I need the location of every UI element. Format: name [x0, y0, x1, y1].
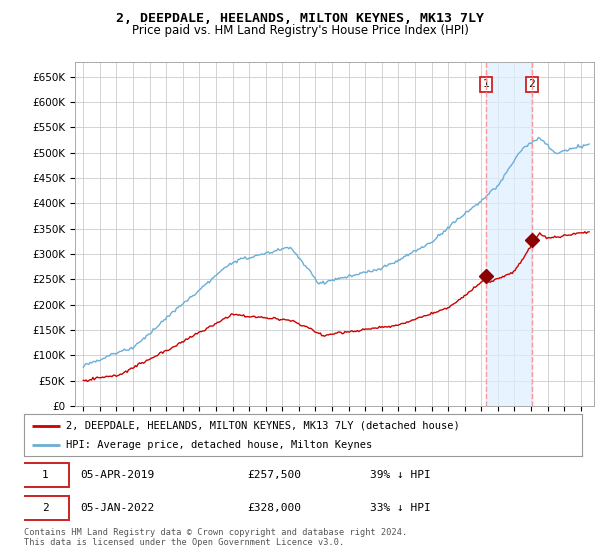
Bar — [486, 62, 532, 406]
Text: 05-APR-2019: 05-APR-2019 — [80, 470, 154, 479]
Text: Contains HM Land Registry data © Crown copyright and database right 2024.
This d: Contains HM Land Registry data © Crown c… — [24, 528, 407, 547]
Text: 33% ↓ HPI: 33% ↓ HPI — [370, 503, 431, 513]
Text: 2: 2 — [42, 503, 49, 513]
FancyBboxPatch shape — [21, 463, 68, 487]
Text: HPI: Average price, detached house, Milton Keynes: HPI: Average price, detached house, Milt… — [66, 440, 372, 450]
Text: 1: 1 — [42, 470, 49, 479]
Text: Price paid vs. HM Land Registry's House Price Index (HPI): Price paid vs. HM Land Registry's House … — [131, 24, 469, 37]
Text: £328,000: £328,000 — [247, 503, 301, 513]
Text: 2, DEEPDALE, HEELANDS, MILTON KEYNES, MK13 7LY: 2, DEEPDALE, HEELANDS, MILTON KEYNES, MK… — [116, 12, 484, 25]
Text: £257,500: £257,500 — [247, 470, 301, 479]
Text: 39% ↓ HPI: 39% ↓ HPI — [370, 470, 431, 479]
Text: 2: 2 — [528, 80, 535, 90]
Text: 2, DEEPDALE, HEELANDS, MILTON KEYNES, MK13 7LY (detached house): 2, DEEPDALE, HEELANDS, MILTON KEYNES, MK… — [66, 421, 460, 431]
FancyBboxPatch shape — [21, 496, 68, 520]
Text: 1: 1 — [482, 80, 489, 90]
Text: 05-JAN-2022: 05-JAN-2022 — [80, 503, 154, 513]
